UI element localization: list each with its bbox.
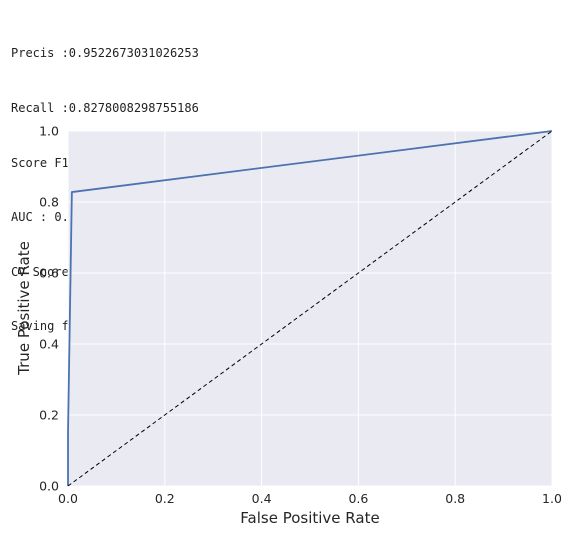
x-tick-label: 0.0 (58, 491, 78, 506)
x-tick-labels: 0.0 0.2 0.4 0.6 0.8 1.0 (58, 491, 562, 506)
chance-diagonal-line (67, 130, 553, 487)
console-line-recall: Recall :0.8278008298755186 (11, 101, 199, 115)
y-tick-label: 0.0 (39, 479, 59, 494)
series-group (67, 130, 553, 487)
y-tick-label: 0.6 (39, 266, 59, 281)
y-axis-label: True Positive Rate (15, 241, 33, 376)
x-tick-label: 1.0 (542, 491, 562, 506)
x-tick-label: 0.4 (252, 491, 272, 506)
roc-curve-line (67, 130, 553, 486)
x-tick-label: 0.6 (348, 491, 368, 506)
x-tick-label: 0.2 (155, 491, 175, 506)
y-tick-label: 0.8 (39, 195, 59, 210)
y-tick-label: 1.0 (39, 124, 59, 139)
console-line-precision: Precis :0.9522673031026253 (11, 46, 199, 61)
y-tick-label: 0.2 (39, 408, 59, 423)
grid-lines (67, 130, 553, 487)
y-tick-label: 0.4 (39, 337, 59, 352)
plot-area (68, 131, 552, 486)
y-tick-labels: 0.0 0.2 0.4 0.6 0.8 1.0 (39, 124, 59, 494)
x-axis-label: False Positive Rate (240, 509, 379, 527)
x-tick-label: 0.8 (445, 491, 465, 506)
